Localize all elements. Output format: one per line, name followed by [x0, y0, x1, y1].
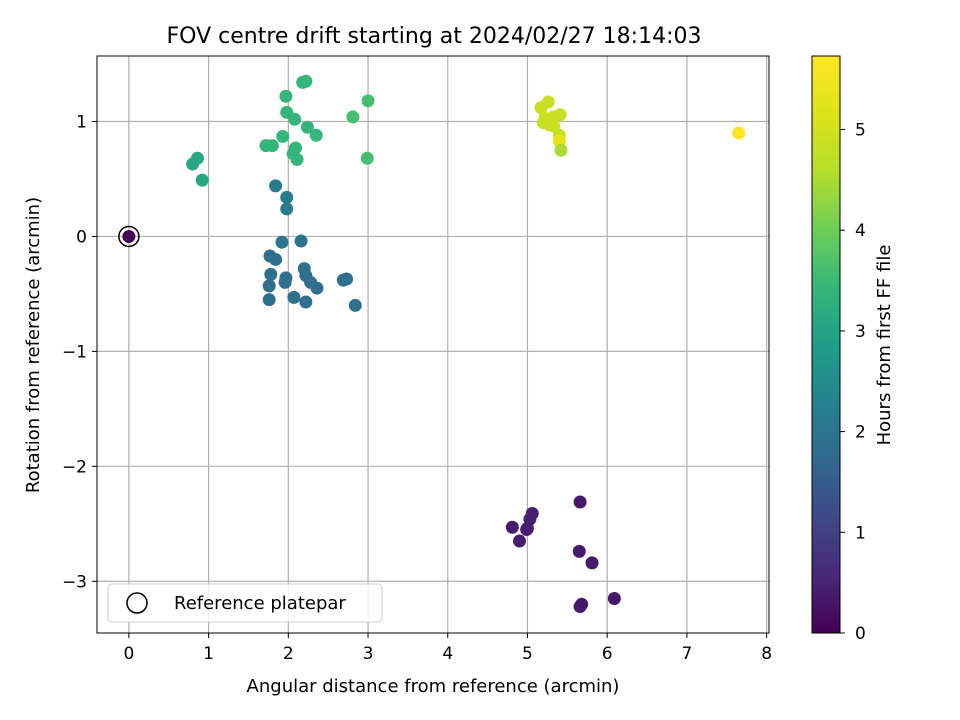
x-tick-label: 2: [283, 644, 294, 664]
data-point: [553, 108, 567, 122]
data-point: [309, 128, 323, 142]
legend-marker-reference: [126, 592, 148, 614]
x-tick-label: 3: [363, 644, 374, 664]
data-point: [520, 523, 534, 537]
data-point: [195, 173, 209, 187]
x-axis-ticks: 0 1 2 3 4 5 6 7 8: [123, 633, 772, 664]
data-point: [190, 151, 204, 165]
data-point: [300, 120, 314, 134]
x-tick-label: 5: [522, 644, 533, 664]
y-tick-label: −1: [62, 342, 87, 362]
y-tick-label: 0: [76, 227, 87, 247]
colorbar-tick-label: 1: [855, 523, 866, 543]
data-point: [294, 234, 308, 248]
x-tick-label: 1: [203, 644, 214, 664]
legend-label-reference: Reference platepar: [174, 593, 346, 614]
data-point: [299, 74, 313, 88]
y-axis-label: Rotation from reference (arcmin): [23, 197, 44, 493]
data-point: [264, 267, 278, 281]
data-point: [287, 290, 301, 304]
data-point: [732, 126, 746, 140]
data-point: [279, 89, 293, 103]
data-point: [607, 592, 621, 606]
colorbar-tick-label: 5: [855, 121, 866, 141]
data-point: [340, 272, 354, 286]
data-point: [278, 275, 292, 289]
data-point: [288, 141, 302, 155]
colorbar-tick-label: 2: [855, 423, 866, 443]
data-point: [290, 152, 304, 166]
legend-box: [107, 583, 383, 623]
x-tick-label: 7: [681, 644, 692, 664]
y-tick-label: −2: [62, 457, 87, 477]
data-point: [573, 495, 587, 509]
x-tick-label: 0: [123, 644, 134, 664]
data-point: [361, 94, 375, 108]
data-point: [262, 293, 276, 307]
data-point: [512, 534, 526, 548]
data-point: [122, 229, 136, 243]
data-point: [262, 279, 276, 293]
data-point: [523, 512, 537, 526]
data-point: [280, 202, 294, 216]
y-tick-label: 1: [76, 113, 87, 133]
data-point: [288, 112, 302, 126]
plot-frame: [96, 55, 770, 634]
colorbar-tick-label: 0: [855, 624, 866, 644]
data-point: [275, 235, 289, 249]
legend: Reference platepar: [107, 583, 383, 623]
data-point: [269, 179, 283, 193]
reference-layer: [118, 225, 140, 248]
data-point: [348, 298, 362, 312]
y-tick-label: −3: [62, 572, 87, 592]
data-point: [280, 190, 294, 204]
data-point: [554, 143, 568, 157]
data-point: [542, 113, 556, 127]
y-axis-ticks: −3 −2 −1 0 1: [62, 113, 97, 592]
colorbar: [811, 55, 841, 634]
data-points: [122, 74, 746, 614]
data-point: [269, 252, 283, 266]
data-point: [585, 556, 599, 570]
data-point: [265, 139, 279, 153]
x-tick-label: 4: [442, 644, 453, 664]
data-point: [310, 281, 324, 295]
data-point: [346, 110, 360, 124]
chart-title: FOV centre drift starting at 2024/02/27 …: [167, 24, 702, 49]
colorbar-tick-label: 3: [855, 322, 866, 342]
data-point: [541, 95, 555, 109]
reference-platepar-marker: [118, 225, 140, 248]
colorbar-tick-label: 4: [855, 221, 866, 241]
data-point: [299, 295, 313, 309]
colorbar-ticks: 0 1 2 3 4 5: [840, 121, 866, 644]
data-point: [573, 600, 587, 614]
data-point: [360, 151, 374, 165]
data-point: [505, 520, 519, 534]
x-axis-label: Angular distance from reference (arcmin): [247, 676, 620, 697]
colorbar-label: Hours from first FF file: [874, 245, 895, 446]
data-point: [276, 129, 290, 143]
x-tick-label: 8: [761, 644, 772, 664]
data-point: [572, 544, 586, 558]
x-tick-label: 6: [602, 644, 613, 664]
